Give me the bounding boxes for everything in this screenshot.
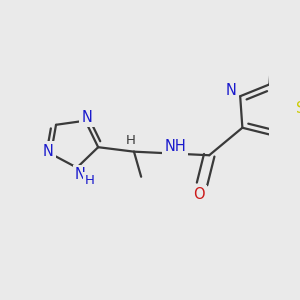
Text: N: N <box>226 83 237 98</box>
Text: NH: NH <box>164 139 186 154</box>
Text: O: O <box>194 187 205 202</box>
Text: H: H <box>125 134 135 146</box>
Text: H: H <box>85 174 94 187</box>
Text: N: N <box>43 144 54 159</box>
Text: N: N <box>75 167 86 182</box>
Text: N: N <box>82 110 92 124</box>
Text: S: S <box>296 101 300 116</box>
